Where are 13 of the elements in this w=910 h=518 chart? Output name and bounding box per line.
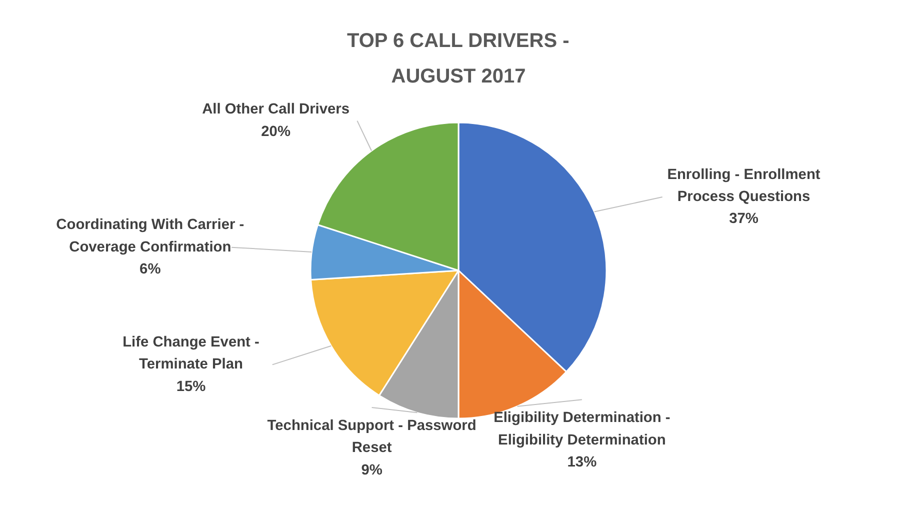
data-label: 15% [176, 378, 206, 395]
data-label: 9% [361, 462, 382, 478]
data-label: 20% [261, 124, 290, 140]
slice-label: Enrolling - Enrollment Process Questions [667, 166, 820, 206]
slice-label: All Other Call Drivers [202, 102, 350, 118]
slice-label: Eligibility Determination - Eligibility Determination [494, 410, 670, 448]
slice-label: Life Change Event - Terminate Plan [122, 334, 260, 373]
slice-label: Technical Support - Password Reset [267, 418, 476, 456]
data-label: 13% [567, 454, 597, 470]
data-label: 6% [140, 262, 161, 278]
chart-title: TOP 6 CALL DRIVERS - AUGUST 2017 [347, 30, 570, 88]
data-label: 37% [729, 211, 758, 228]
slice-label: Coordinating With Carrier - Coverage Confirmation [56, 217, 244, 256]
